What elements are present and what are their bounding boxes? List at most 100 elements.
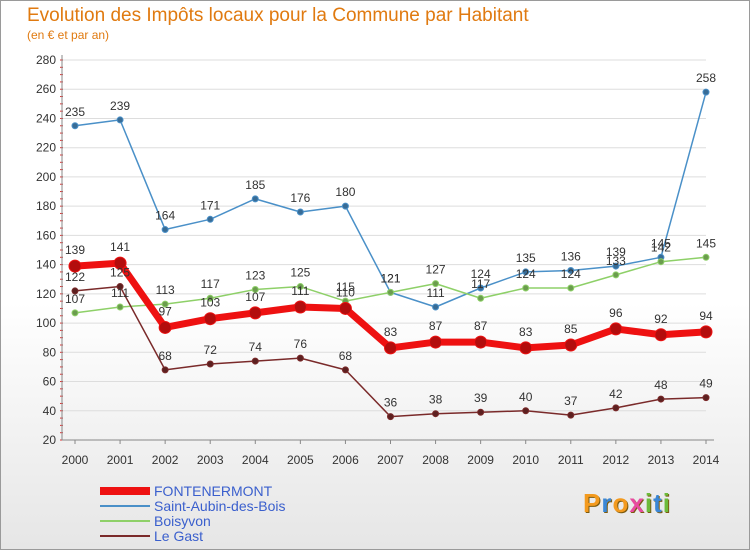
data-label: 139	[606, 245, 626, 259]
series-le-gast	[71, 283, 710, 421]
legend-label: Boisyvon	[154, 513, 211, 529]
data-point	[474, 335, 488, 349]
y-tick-label: 80	[43, 345, 57, 359]
data-point	[71, 122, 79, 130]
data-point	[206, 294, 214, 302]
data-label: 141	[110, 240, 130, 254]
data-point	[293, 300, 307, 314]
legend-swatch	[100, 520, 150, 522]
data-label: 124	[561, 267, 581, 281]
data-point	[609, 322, 623, 336]
data-point	[432, 410, 440, 418]
legend-swatch	[100, 505, 150, 507]
data-label: 96	[609, 306, 623, 320]
y-tick-label: 140	[36, 258, 56, 272]
data-point	[116, 303, 124, 311]
data-label: 176	[290, 191, 310, 205]
data-point	[296, 283, 304, 291]
data-label: 49	[699, 377, 713, 391]
chart-subtitle: (en € et par an)	[27, 28, 110, 42]
data-point	[113, 256, 127, 270]
data-label: 42	[609, 387, 623, 401]
data-label: 171	[200, 198, 220, 212]
data-point	[699, 325, 713, 339]
logo-letter: o	[612, 488, 630, 518]
data-label: 133	[606, 254, 626, 268]
x-tick-label: 2003	[197, 453, 224, 467]
y-tick-label: 200	[36, 170, 56, 184]
logo-letter: i	[662, 488, 671, 518]
data-point	[657, 258, 665, 266]
data-label: 48	[654, 378, 668, 392]
logo-letter: i	[644, 488, 654, 518]
legend-label: Le Gast	[154, 528, 204, 544]
y-tick-label: 280	[36, 53, 56, 67]
x-tick-label: 2002	[152, 453, 179, 467]
data-label: 164	[155, 209, 175, 223]
data-point	[429, 335, 443, 349]
data-point	[567, 284, 575, 292]
data-point	[477, 294, 485, 302]
data-label: 76	[294, 337, 308, 351]
data-label: 68	[158, 349, 172, 363]
x-tick-label: 2008	[422, 453, 449, 467]
data-label: 239	[110, 99, 130, 113]
data-point	[522, 268, 530, 276]
data-point	[341, 366, 349, 374]
data-label: 113	[156, 283, 175, 297]
data-label: 185	[245, 178, 265, 192]
data-label: 127	[426, 263, 446, 277]
data-point	[161, 300, 169, 308]
data-label: 97	[158, 304, 172, 318]
data-point	[71, 309, 79, 317]
data-label: 103	[200, 296, 220, 310]
x-tick-label: 2013	[648, 453, 675, 467]
data-label: 110	[336, 285, 355, 299]
data-label: 115	[336, 280, 355, 294]
data-point	[612, 262, 620, 270]
data-point	[71, 287, 79, 295]
y-tick-label: 260	[36, 82, 56, 96]
data-point	[206, 360, 214, 368]
data-label: 74	[249, 340, 263, 354]
data-point	[161, 226, 169, 234]
x-tick-label: 2001	[107, 453, 134, 467]
y-tick-label: 40	[43, 404, 57, 418]
data-label: 107	[65, 292, 85, 306]
data-point	[657, 395, 665, 403]
data-label: 135	[516, 251, 536, 265]
data-label: 122	[65, 270, 85, 284]
data-point	[251, 357, 259, 365]
data-label: 139	[65, 243, 85, 257]
series-fontenermont	[68, 256, 713, 355]
data-point	[477, 408, 485, 416]
data-label: 111	[291, 284, 310, 298]
data-label: 117	[471, 277, 490, 291]
data-point	[387, 413, 394, 421]
logo-letter: P	[583, 488, 602, 518]
data-point	[567, 411, 575, 419]
data-label: 117	[201, 277, 220, 291]
data-point	[564, 338, 578, 352]
y-tick-label: 60	[43, 375, 57, 389]
data-label: 111	[426, 286, 445, 300]
data-label: 87	[474, 319, 488, 333]
data-label: 145	[651, 236, 671, 250]
data-label: 124	[471, 267, 491, 281]
data-label: 36	[384, 396, 398, 410]
data-point	[522, 284, 530, 292]
data-label: 68	[339, 349, 353, 363]
data-label: 39	[474, 391, 488, 405]
data-label: 38	[429, 393, 443, 407]
legend-swatch	[100, 535, 150, 537]
data-label: 235	[65, 105, 85, 119]
data-label: 94	[699, 309, 713, 323]
data-label: 92	[654, 312, 668, 326]
legend-label: Saint-Aubin-des-Bois	[154, 498, 286, 514]
y-tick-label: 240	[36, 111, 56, 125]
data-point	[477, 284, 485, 292]
series-boisyvon	[71, 253, 710, 317]
data-label: 124	[516, 267, 536, 281]
